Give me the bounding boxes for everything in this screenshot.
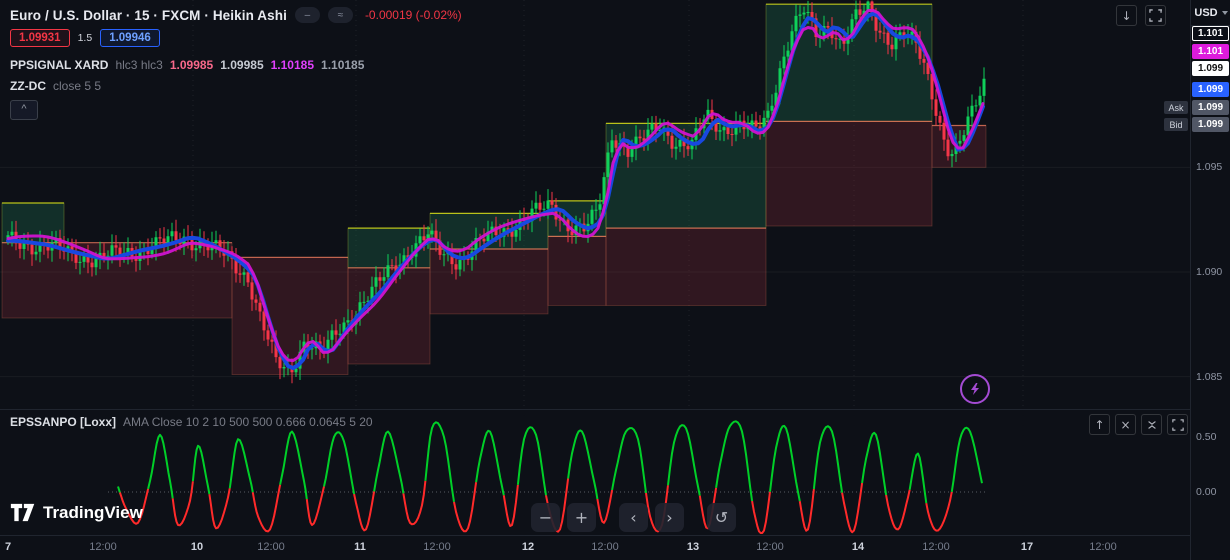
fullscreen-icon[interactable] [1145,5,1166,26]
oscillator-pane-svg[interactable] [0,410,1190,535]
osc-tick-label: 0.50 [1196,431,1217,443]
price-scale[interactable]: USD 1.095 1.090 1.085 0.50 0.00 1.101 1.101 1.0… [1190,0,1230,560]
price-tick-label: 1.085 [1196,370,1223,383]
lightning-icon [971,383,979,395]
currency-header[interactable]: USD [1191,0,1230,26]
oscillator-name[interactable]: EPSSANPO [Loxx] [10,415,117,429]
logo-text: TradingView [43,502,143,522]
price-badge: 1.099 [1192,61,1229,76]
price-badge: 1.099 [1192,82,1229,97]
epssanpo-line [117,420,983,534]
indicator-value: 1.09985 [169,58,214,72]
scroll-right-button[interactable]: › [655,503,684,532]
time-label: 12:00 [756,541,784,553]
indicator-value: 1.09985 [220,58,264,72]
oscillator-params: AMA Close 10 2 10 500 500 0.666 0.0645 5… [123,415,373,429]
indicator-ppsignal-values: 1.09985 1.09985 1.10185 1.10185 [170,58,365,72]
collapse-chevrons-icon [1147,420,1156,429]
legend-collapse-button[interactable]: ^ [10,100,38,120]
magenta-ma-line [6,8,985,363]
symbol-title[interactable]: Euro / U.S. Dollar · 15 · FXCM · Heikin … [10,7,287,23]
time-label: 12:00 [591,541,619,553]
bid-label: Bid [1164,118,1188,131]
lightning-button[interactable] [960,374,990,404]
indicator-value: 1.10185 [270,58,315,72]
time-label: 10 [190,541,204,553]
indicator-value: 1.10185 [321,58,365,72]
spread-value: 1.5 [77,32,93,44]
time-label: 12:00 [89,541,117,553]
time-label: 7 [4,541,12,553]
price-badge: 1.101 [1192,26,1229,41]
corners-icon [1171,418,1184,431]
time-label: 13 [686,541,700,553]
corners-icon [1149,9,1162,22]
minimize-pill-icon[interactable]: – [294,7,320,23]
currency-label: USD [1194,6,1218,19]
price-tick-label: 1.090 [1196,266,1223,278]
symbol-row: Euro / U.S. Dollar · 15 · FXCM · Heikin … [10,7,462,23]
indicator-ppsignal-params: hlc3 hlc3 [115,58,163,72]
price-badge: 1.101 [1192,44,1229,59]
tradingview-logo[interactable]: TradingView [10,501,143,524]
collapse-pane-icon[interactable] [1141,414,1162,435]
price-tick-label: 1.095 [1196,161,1223,174]
close-pane-icon[interactable]: × [1115,414,1136,435]
time-axis[interactable]: 7 12:00 10 12:00 11 12:00 12 12:00 13 12:00 14 12:0… [0,536,1190,560]
bid-ask-row: 1.09931 1.5 1.09946 [10,29,462,47]
indicator-zzdc-params: close 5 5 [53,79,102,93]
zz-dc-zones [1,3,987,375]
blue-ma-line [6,11,985,371]
indicator-row-zzdc: ZZ-DC close 5 5 [10,79,462,93]
zoom-in-button[interactable]: + [567,503,596,532]
time-label: 14 [851,541,865,553]
osc-tick-label: 0.00 [1196,486,1217,498]
price-change: -0.00019 (-0.02%) [364,8,462,22]
tradingview-mark-icon [10,503,35,522]
chevron-down-icon [1221,10,1228,15]
wave-pill-icon[interactable]: ≈ [327,7,353,23]
axis-separator [0,535,1230,536]
zoom-out-button[interactable]: − [531,503,560,532]
move-pane-up-icon[interactable]: ↑ [1089,414,1110,435]
time-label: 17 [1020,541,1034,553]
ask-label: Ask [1164,101,1188,114]
time-label: 12 [521,541,535,553]
main-chart-svg[interactable] [0,0,1190,408]
oscillator-pane-icons: ↑ × [1089,414,1188,435]
price-badge: 1.099 [1192,117,1229,132]
pane-separator[interactable] [0,409,1230,410]
buy-button[interactable]: 1.09946 [100,29,160,47]
time-label: 12:00 [423,541,451,553]
chart-legend: Euro / U.S. Dollar · 15 · FXCM · Heikin … [10,7,462,120]
time-label: 12:00 [1089,541,1117,553]
scroll-to-recent-icon[interactable]: ↓ [1116,5,1137,26]
gridlines [0,0,1190,408]
indicator-ppsignal-name[interactable]: PPSIGNAL XARD [10,58,109,72]
sell-button[interactable]: 1.09931 [10,29,70,47]
time-label: 12:00 [257,541,285,553]
scroll-left-button[interactable]: ‹ [619,503,648,532]
oscillator-legend: EPSSANPO [Loxx] AMA Close 10 2 10 500 50… [10,415,373,429]
main-pane-icons: ↓ [1116,5,1166,26]
time-label: 11 [354,541,366,553]
maximize-pane-icon[interactable] [1167,414,1188,435]
indicator-row-ppsignal: PPSIGNAL XARD hlc3 hlc3 1.09985 1.09985 1.… [10,58,462,72]
reset-chart-button[interactable]: ↺ [707,503,736,532]
time-label: 12:00 [922,541,950,553]
price-badge: 1.099 [1192,100,1229,115]
chart-toolbar: − + ‹ › ↺ [531,503,736,532]
indicator-zzdc-name[interactable]: ZZ-DC [10,79,46,93]
